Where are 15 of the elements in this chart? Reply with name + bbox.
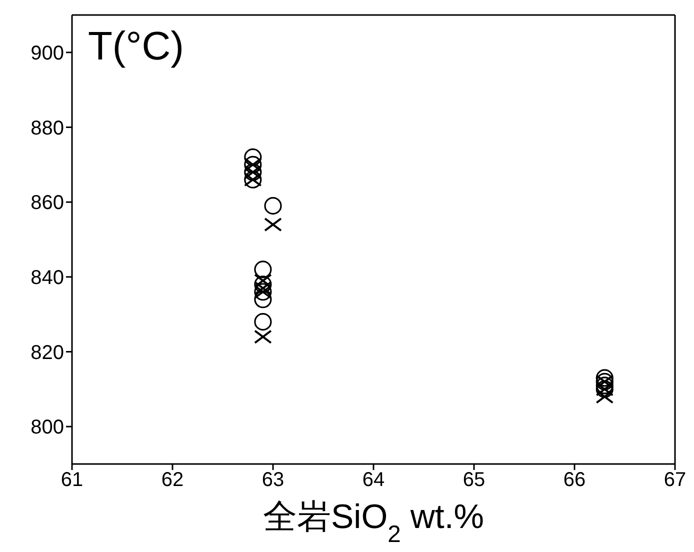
x-tick-label: 61 <box>60 469 84 492</box>
x-tick-label: 67 <box>664 469 686 492</box>
y-tick-label: 820 <box>30 342 64 364</box>
y-tick-label: 880 <box>30 117 64 140</box>
y-tick-label: 840 <box>30 267 64 290</box>
x-tick-label: 65 <box>462 469 486 492</box>
y-tick-label: 860 <box>30 192 64 214</box>
x-axis-title: 全岩SiO$_{2}$ wt.% <box>262 498 484 548</box>
x-tick-label: 66 <box>563 469 586 492</box>
x-tick-label: 64 <box>362 469 385 492</box>
x-tick-label: 62 <box>161 469 184 492</box>
y-tick-label: 900 <box>30 42 64 65</box>
x-tick-label: 63 <box>262 469 284 492</box>
y-tick-label: 800 <box>30 416 64 439</box>
y-axis-title: T(°C) <box>88 24 184 69</box>
